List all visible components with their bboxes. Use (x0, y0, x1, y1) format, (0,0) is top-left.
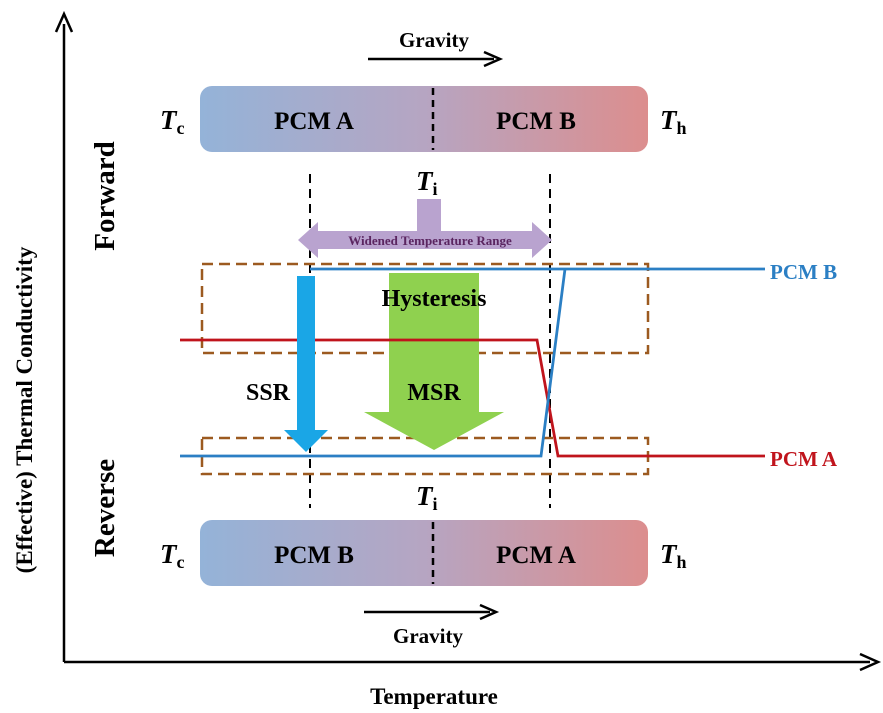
range-double-arrow (298, 222, 552, 258)
hysteresis-label: Hysteresis (382, 286, 487, 312)
x-axis-arrowhead (859, 652, 882, 672)
forward-gravity-arrowhead (483, 50, 504, 68)
reverse-gravity-arrowhead (479, 603, 500, 621)
x-axis-label: Temperature (370, 684, 498, 709)
forward-side-label: Forward (89, 141, 121, 251)
pcm-b-curve-lower (180, 268, 567, 458)
axes: Temperature (Effective) Thermal Conducti… (12, 10, 882, 709)
reverse-interface-temp-symbol: Ti (416, 481, 438, 514)
widened-range-arrow: Widened Temperature Range (298, 199, 552, 258)
ssr-arrow (284, 276, 328, 452)
forward-right-block-label: PCM B (496, 108, 576, 135)
reverse-pcm-block (200, 520, 648, 586)
ssr-label: SSR (246, 380, 291, 406)
forward-cold-temp-symbol: Tc (160, 105, 185, 138)
reverse-side-label: Reverse (89, 459, 121, 557)
forward-configuration: Gravity PCM A PCM B Tc Th Ti (160, 28, 687, 199)
reverse-cold-temp-symbol: Tc (160, 539, 185, 572)
reverse-right-block-label: PCM A (496, 542, 576, 569)
reverse-left-block-label: PCM B (274, 542, 354, 569)
msr-arrow (364, 273, 504, 450)
reverse-configuration: Ti PCM B PCM A Tc Th Gravity (160, 481, 687, 648)
msr-label: MSR (407, 380, 461, 406)
forward-pcm-block (200, 86, 648, 152)
forward-interface-temp-symbol: Ti (416, 166, 438, 199)
pcm-a-curve-label: PCM A (770, 447, 838, 471)
reverse-hot-temp-symbol: Th (660, 539, 687, 572)
forward-gravity-label: Gravity (399, 28, 469, 52)
range-arrow-stem (417, 199, 441, 231)
forward-left-block-label: PCM A (274, 108, 354, 135)
y-axis-arrowhead (54, 10, 74, 33)
forward-hot-temp-symbol: Th (660, 105, 687, 138)
reverse-gravity-label: Gravity (393, 624, 463, 648)
y-axis-label: (Effective) Thermal Conductivity (12, 246, 37, 573)
widened-range-label: Widened Temperature Range (348, 233, 512, 248)
pcm-b-curve-label: PCM B (770, 260, 837, 284)
